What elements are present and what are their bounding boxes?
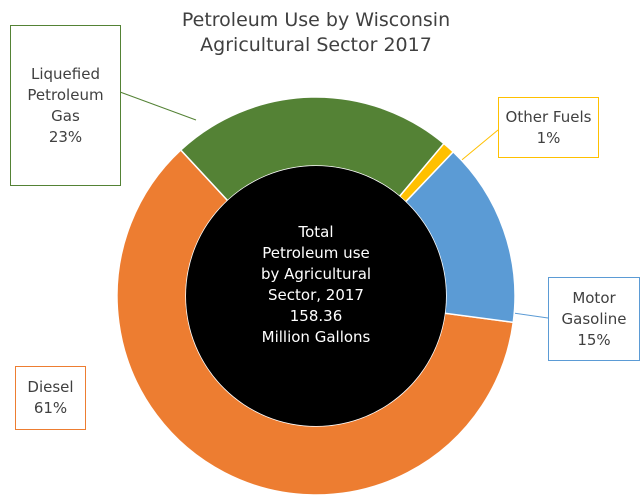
center-line: Total xyxy=(298,223,334,241)
label-value: 15% xyxy=(577,330,611,349)
data-label: Other Fuels 1% xyxy=(498,97,599,158)
center-line: Million Gallons xyxy=(261,328,371,346)
donut-hole xyxy=(186,166,446,426)
center-text: Total Petroleum use by Agricultural Sector,… xyxy=(226,222,406,348)
center-line: by Agricultural xyxy=(260,265,372,283)
label-value: 61% xyxy=(33,399,68,417)
center-line: 158.36 xyxy=(289,307,343,325)
data-label: Diesel 61% xyxy=(15,366,86,430)
center-line: Sector, 2017 xyxy=(268,286,364,304)
label-name: Liquefied Petroleum Gas xyxy=(27,64,104,125)
label-name: Diesel xyxy=(27,378,74,396)
label-value: 1% xyxy=(536,128,561,147)
data-label: Liquefied Petroleum Gas 23% xyxy=(10,25,121,186)
center-line: Petroleum use xyxy=(262,244,370,262)
leader-line xyxy=(119,91,197,121)
label-name: Other Fuels xyxy=(505,107,592,126)
data-label: Motor Gasoline 15% xyxy=(548,277,640,361)
label-value: 23% xyxy=(48,127,83,146)
chart-title: Petroleum Use by Wisconsin Agricultural … xyxy=(181,9,451,56)
label-name: Motor Gasoline xyxy=(561,288,627,328)
